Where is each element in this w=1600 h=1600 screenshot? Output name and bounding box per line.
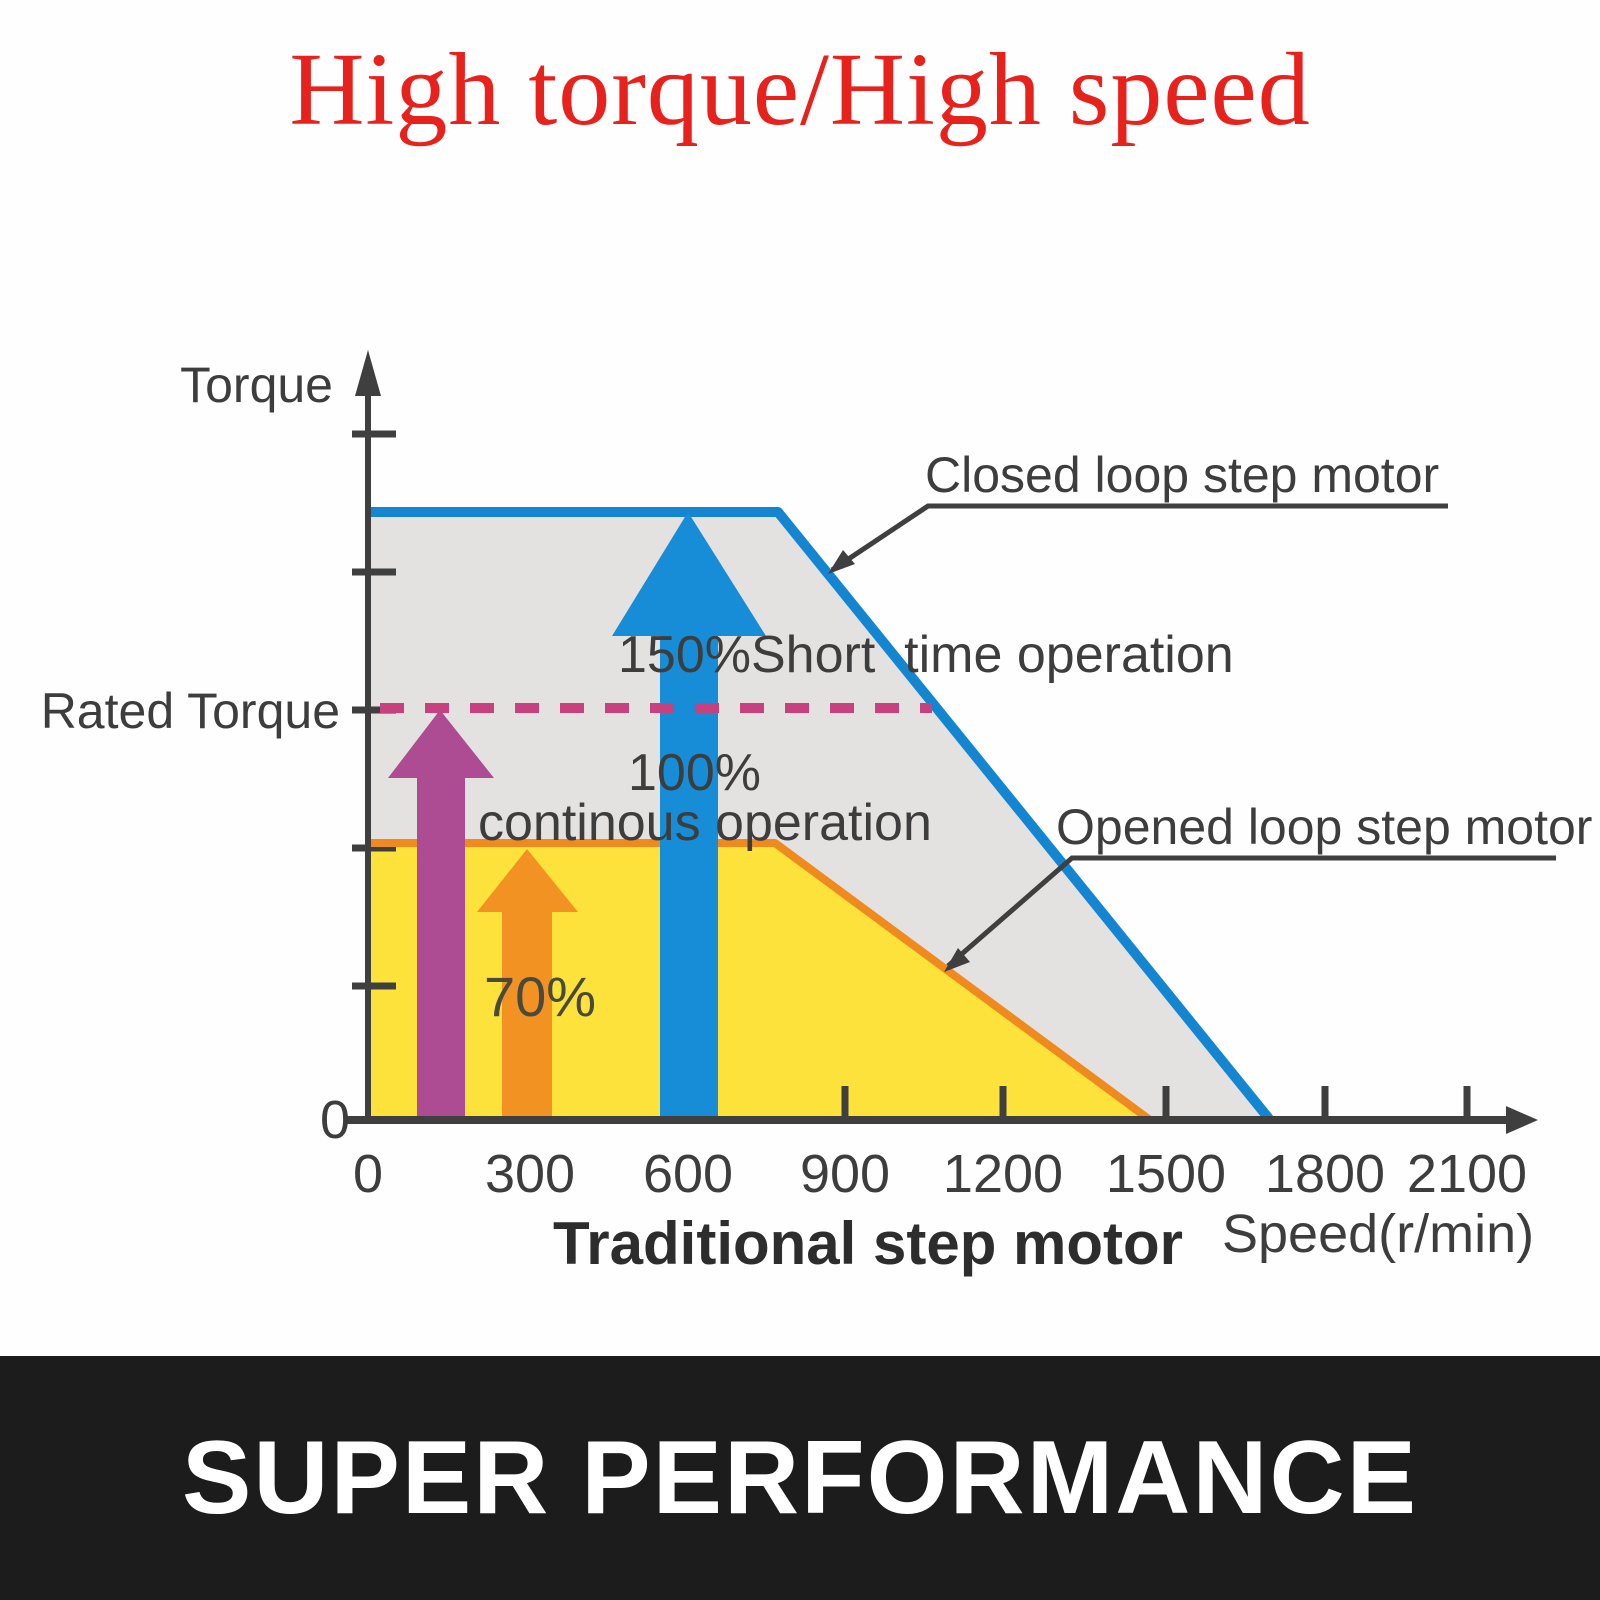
footer-banner: SUPER PERFORMANCE bbox=[0, 1356, 1600, 1600]
leader-arrowhead-icon bbox=[828, 550, 855, 574]
footer-banner-text: SUPER PERFORMANCE bbox=[182, 1419, 1418, 1536]
purple-100pct-arrow bbox=[388, 710, 494, 1122]
y-axis-arrowhead-icon bbox=[355, 350, 381, 396]
closed-loop-leader bbox=[828, 503, 1448, 574]
opened-loop-label: Opened loop step motor bbox=[1056, 799, 1592, 855]
x-tick-900: 900 bbox=[800, 1144, 890, 1204]
x-tick-1500: 1500 bbox=[1106, 1144, 1226, 1204]
y-axis-title: Torque bbox=[180, 357, 333, 413]
x-tick-2100: 2100 bbox=[1407, 1144, 1527, 1204]
x-axis-arrowhead-icon bbox=[1506, 1106, 1538, 1134]
short-time-operation-label: 150%Short time operation bbox=[618, 626, 1234, 684]
x-tick-0: 0 bbox=[353, 1144, 383, 1204]
opened-loop-curve bbox=[366, 839, 1153, 1124]
rated-torque-label: Rated Torque bbox=[41, 683, 340, 739]
continuous-operation-label: continous operation bbox=[478, 794, 932, 852]
closed-loop-label: Closed loop step motor bbox=[925, 447, 1439, 503]
opened-loop-region bbox=[368, 843, 1150, 1120]
page-title: High torque/High speed bbox=[289, 32, 1311, 147]
seventy-percent-label: 70% bbox=[484, 965, 596, 1028]
opened-loop-leader bbox=[944, 855, 1556, 972]
x-tick-1800: 1800 bbox=[1265, 1144, 1385, 1204]
x-axis-unit: Speed(r/min) bbox=[1222, 1204, 1534, 1264]
x-tick-300: 300 bbox=[485, 1144, 575, 1204]
origin-label: 0 bbox=[320, 1090, 350, 1150]
x-tick-labels: 0 300 600 900 1200 1500 1800 2100 bbox=[353, 1144, 1527, 1204]
hundred-percent-label: 100% bbox=[628, 744, 761, 802]
blue-150pct-arrow bbox=[612, 512, 766, 1122]
x-tick-1200: 1200 bbox=[943, 1144, 1063, 1204]
closed-loop-curve bbox=[366, 507, 1274, 1124]
x-tick-600: 600 bbox=[643, 1144, 733, 1204]
leader-arrowhead-icon bbox=[944, 948, 970, 972]
x-axis-title: Traditional step motor bbox=[553, 1210, 1183, 1277]
orange-70pct-arrow bbox=[477, 849, 578, 1122]
